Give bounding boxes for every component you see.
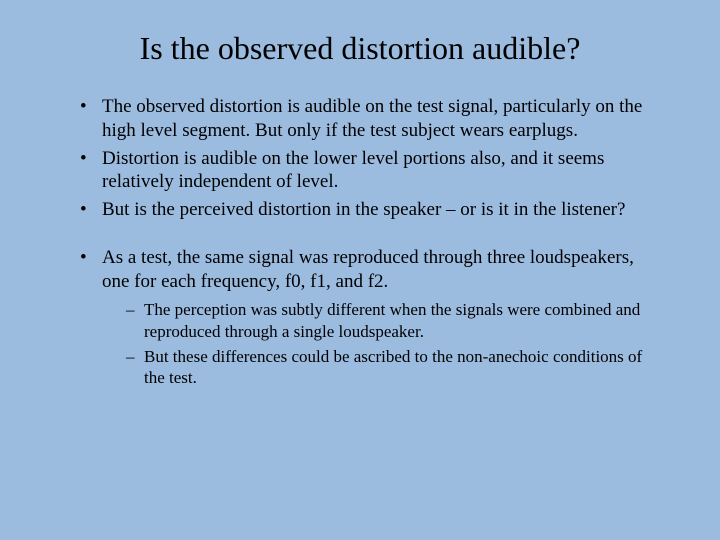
sub-bullet-list: The perception was subtly different when… xyxy=(126,299,650,388)
sub-bullet-item: The perception was subtly different when… xyxy=(126,299,650,342)
bullet-item: Distortion is audible on the lower level… xyxy=(80,147,650,195)
bullet-item: As a test, the same signal was reproduce… xyxy=(80,246,650,389)
bullet-text: As a test, the same signal was reproduce… xyxy=(102,247,634,292)
slide: Is the observed distortion audible? The … xyxy=(0,0,720,540)
bullet-item: But is the perceived distortion in the s… xyxy=(80,198,650,222)
slide-title: Is the observed distortion audible? xyxy=(50,30,670,67)
bullet-item: The observed distortion is audible on th… xyxy=(80,95,650,143)
sub-bullet-item: But these differences could be ascribed … xyxy=(126,346,650,389)
bullet-list: The observed distortion is audible on th… xyxy=(80,95,650,388)
